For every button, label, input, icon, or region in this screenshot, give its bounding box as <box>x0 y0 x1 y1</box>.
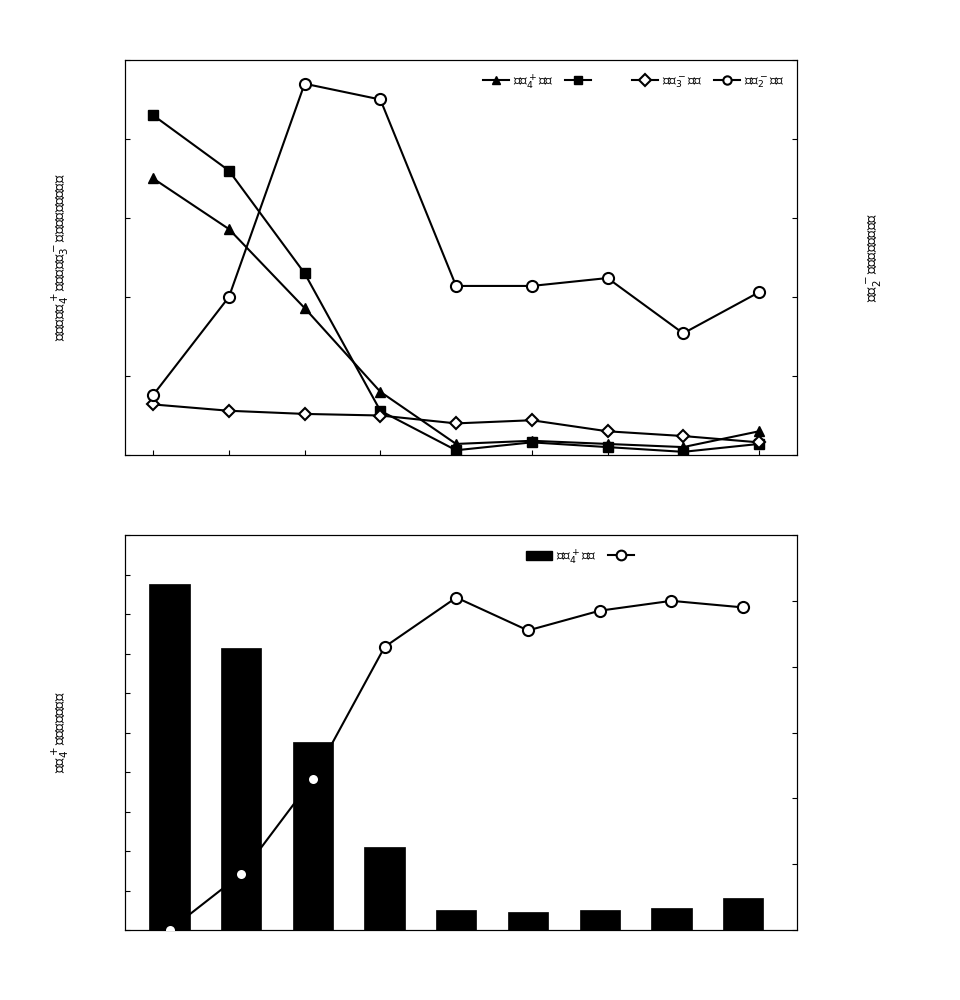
Y-axis label: NO$_2^-$-N /mg/L: NO$_2^-$-N /mg/L <box>864 213 883 302</box>
Bar <box>508 912 548 930</box>
Bar <box>221 648 261 930</box>
Bar <box>365 847 405 930</box>
Y-axis label: TN,NH$_4^+$-N,NO$_3^-$-N / mg/L: TN,NH$_4^+$-N,NO$_3^-$-N / mg/L <box>50 174 71 341</box>
Legend: NH$_4^+$-N, TN, NO$_3^-$-N, NO$_2^-$-N: NH$_4^+$-N, TN, NO$_3^-$-N, NO$_2^-$-N <box>477 67 790 96</box>
Bar <box>651 908 691 930</box>
Bar <box>293 742 333 930</box>
Legend: NH$_4^+$-N, 总氮去除率: NH$_4^+$-N, 总氮去除率 <box>520 542 709 571</box>
Bar <box>150 584 190 930</box>
Y-axis label: NH$_4^+$-N mg/L: NH$_4^+$-N mg/L <box>50 692 71 773</box>
Bar <box>580 910 620 930</box>
Bar <box>723 898 763 930</box>
Bar <box>436 910 476 930</box>
